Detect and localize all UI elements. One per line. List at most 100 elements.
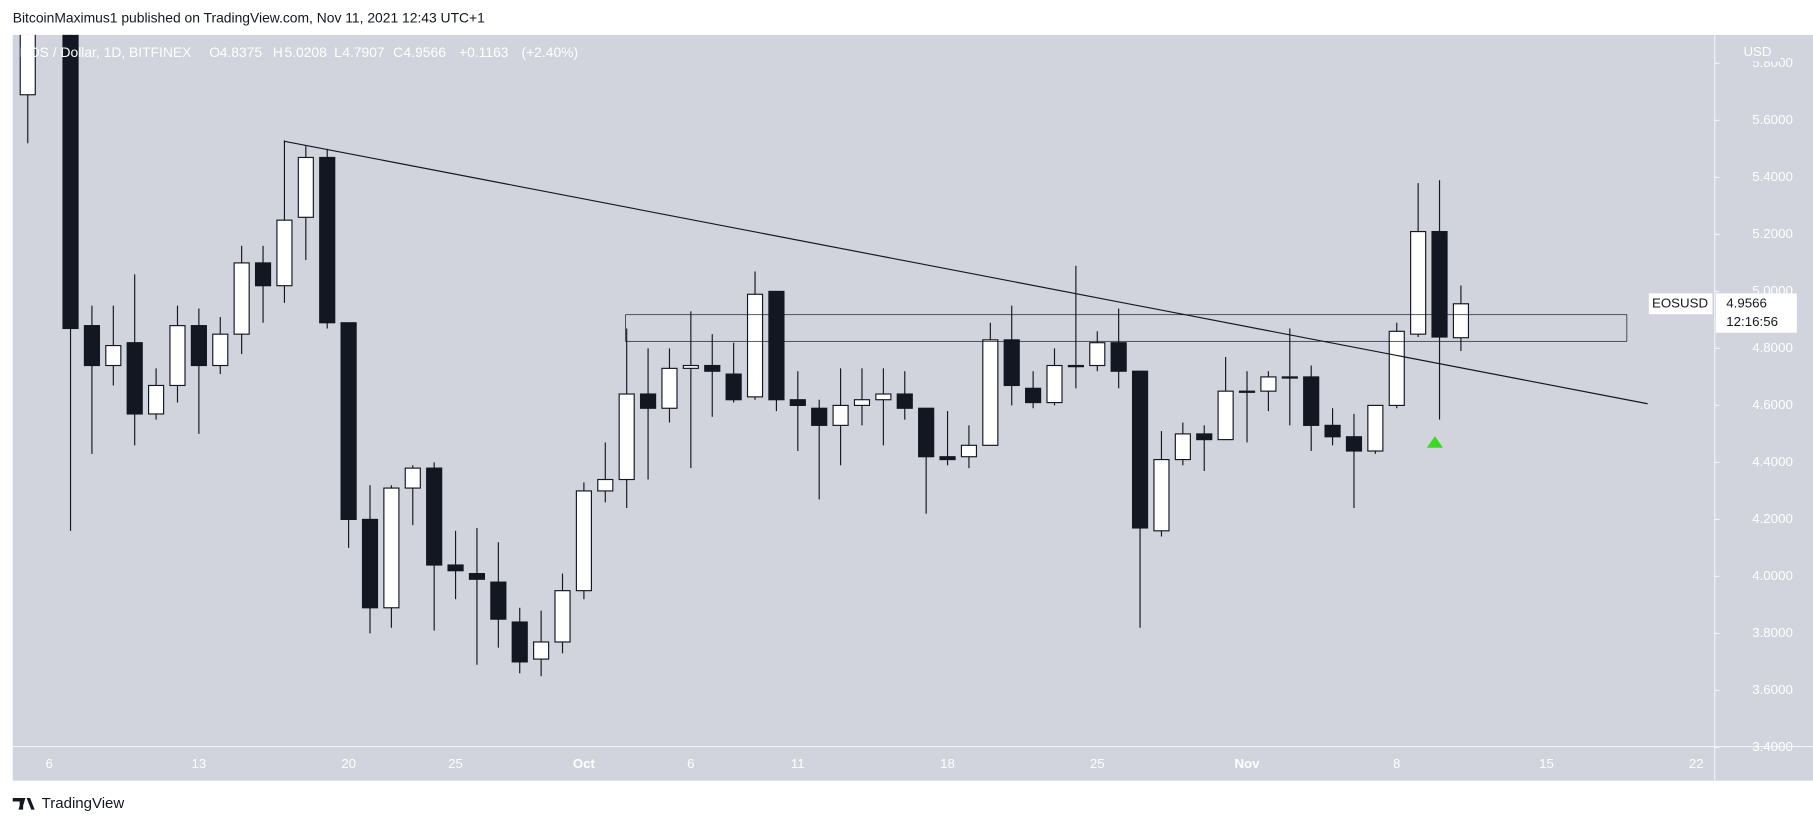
candle-body [169,325,186,387]
candle-body [1367,404,1384,452]
legend-low: 4.7907 [342,44,385,60]
last-price: 4.9566 [1726,295,1767,310]
last-price-bg [1715,293,1797,333]
candle-body [490,581,507,620]
trend-line [284,140,1648,405]
candle-body [1067,364,1084,368]
countdown: 12:16:56 [1726,314,1778,329]
candle-body [190,325,207,367]
y-tick-label: 4.6000 [1752,397,1793,412]
y-tick-label: 3.4000 [1752,739,1793,754]
candle-body [853,399,871,406]
y-tick-label: 3.8000 [1752,625,1793,640]
y-tick-label: 4.4000 [1752,454,1793,469]
footer: TradingView [12,795,125,812]
candle-body [1345,436,1363,452]
candle-body [1238,390,1256,393]
price-axis: 3.4000 3.6000 3.8000 4.0000 4.2000 4.4000 4.60… [1714,55,1793,754]
y-tick-label: 4.0000 [1752,568,1793,583]
footer-brand: TradingView [42,795,125,812]
y-tick-label: 5.4000 [1752,169,1793,184]
candle-body [1174,433,1191,461]
candle-body [233,262,250,335]
candle-body [618,393,635,481]
candle-body [811,407,828,426]
candle-body [383,487,400,609]
candle-body [276,219,293,287]
legend-title: EOS / Dollar, 1D, BITFINEX [20,44,192,60]
candle-body [768,290,785,401]
last-price: EOSUSD 4.9566 12:16:56 [1648,293,1797,333]
candle-body [1196,433,1213,441]
x-tick-label: 13 [191,756,206,771]
candle-body [982,339,999,446]
x-tick-label: Nov [1234,756,1260,771]
candle-body [875,393,892,401]
candle-body [896,393,913,409]
candle-body [939,456,956,461]
candle-body [361,518,379,609]
x-tick-label: 6 [45,756,52,771]
legend-label: O [209,44,220,60]
candle-body [704,364,721,372]
candle-body [1110,342,1127,372]
candle-body [1388,330,1405,406]
candle-body [1003,339,1020,387]
x-tick-label: 25 [448,756,463,771]
candle-body [1260,376,1277,392]
unit-bg [1734,43,1781,62]
candle-body [554,590,571,643]
candle-body [1131,370,1149,529]
candle-body [404,467,421,489]
candle-body [511,621,528,663]
candle-body [126,342,143,415]
candle-body [1046,364,1063,404]
legend-close: 4.9566 [404,44,447,60]
time-axis: 6 13 20 25 Oct 6 11 18 25 Nov 8 15 22 [45,756,1703,771]
candle-body [1025,387,1042,404]
candle-body [297,156,314,218]
x-tick-label: 18 [940,756,955,771]
x-tick-label: 6 [687,756,694,771]
x-tick-label: 15 [1539,756,1554,771]
x-tick-label: 25 [1090,756,1105,771]
candle-body [319,156,336,324]
candle-body [789,399,806,406]
candle-body [832,404,849,426]
candle-body [1410,230,1427,335]
candle-body [682,364,699,369]
candle-body [19,34,36,96]
candle-body [1324,424,1341,438]
candle-body [1431,230,1448,338]
candles [19,34,1648,677]
x-tick-label: 22 [1689,756,1704,771]
x-tick-label: 11 [791,756,805,771]
symbol-tag: EOSUSD [1652,295,1708,310]
legend-label: C [393,44,403,60]
legend-change: +0.1163 [459,44,509,60]
y-tick-label: 5.2000 [1752,226,1793,241]
candle-body [447,564,464,572]
unit-label: USD [1743,44,1771,59]
candle-body [212,333,229,367]
legend-label: L [334,44,342,60]
candle-body [661,367,678,409]
candle-body [960,444,978,458]
candle-body [639,393,657,409]
candle-body [746,293,764,398]
support-box [625,314,1628,342]
candle-body [105,344,122,367]
candle-body [1281,376,1298,379]
candle-body [918,407,935,458]
candle-body [597,478,614,492]
candle-body [1217,390,1234,441]
y-tick-label: 5.6000 [1752,112,1793,127]
candle-body [426,467,443,566]
candle-body [340,322,357,520]
candle-body [62,34,79,330]
y-tick-label: 4.2000 [1752,511,1793,526]
candle-body [1303,376,1320,426]
candle-body [254,262,272,287]
